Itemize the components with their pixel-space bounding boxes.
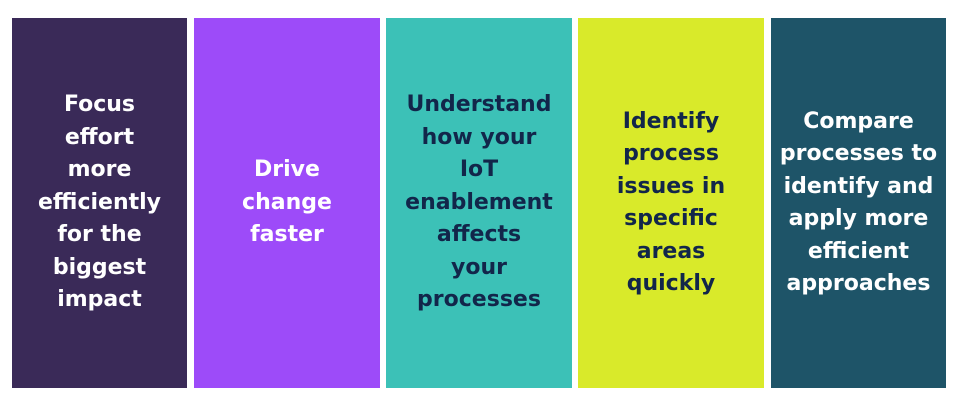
card-compare-processes: Compare processes to identify and apply … — [771, 18, 946, 388]
card-text: Drive change faster — [242, 157, 332, 248]
card-focus-effort: Focus effort more efficiently for the bi… — [12, 18, 187, 388]
card-text: Identify process issues in specific area… — [616, 108, 726, 297]
card-identify-issues: Identify process issues in specific area… — [578, 18, 764, 388]
card-drive-change: Drive change faster — [194, 18, 380, 388]
card-text: Compare processes to identify and apply … — [779, 108, 938, 297]
card-text: Focus effort more efficiently for the bi… — [37, 92, 162, 313]
card-understand-iot: Understand how your IoT enablement affec… — [386, 18, 572, 388]
card-text: Understand how your IoT enablement affec… — [405, 92, 553, 313]
